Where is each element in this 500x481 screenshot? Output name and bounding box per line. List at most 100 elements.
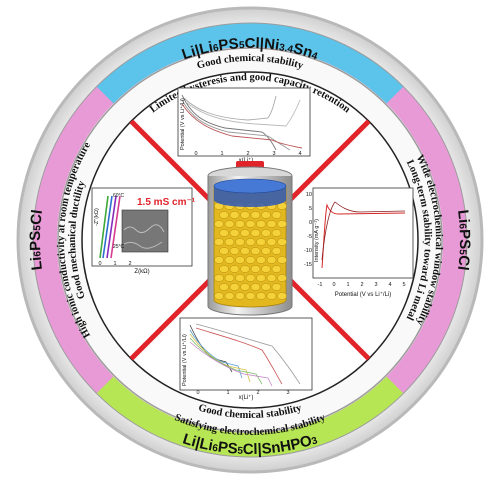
left-impedance-plot: 1.5 mS cm⁻¹ 60°C 25°C -Z''(kΩ) Z(kΩ) 0 1…: [92, 188, 196, 275]
grain: [240, 229, 249, 236]
grain: [277, 292, 286, 299]
grain: [219, 265, 228, 272]
grain: [240, 211, 249, 218]
grain: [219, 283, 228, 290]
grain: [230, 247, 239, 254]
svg-text:-5: -5: [307, 234, 312, 240]
grain: [219, 247, 228, 254]
svg-text:2: 2: [256, 390, 259, 396]
grain: [261, 265, 270, 272]
conductivity-value: 1.5 mS cm⁻¹: [137, 197, 196, 208]
grain: [214, 292, 223, 299]
grain: [246, 238, 255, 245]
grain: [261, 283, 270, 290]
svg-text:2: 2: [360, 282, 363, 288]
grain: [267, 274, 276, 281]
svg-text:2: 2: [246, 151, 249, 157]
bottom-voltage-plot: Potential (V vs Li⁺/Li) x(Li⁺) 0 1 2 3: [180, 318, 312, 401]
svg-text:0: 0: [309, 220, 312, 226]
grain: [256, 256, 265, 263]
grain: [219, 229, 228, 236]
svg-text:0: 0: [98, 261, 101, 267]
grain: [261, 247, 270, 254]
grain: [256, 220, 265, 227]
grain: [246, 274, 255, 281]
grain: [225, 274, 234, 281]
grain: [214, 220, 223, 227]
grain: [277, 256, 286, 263]
grain: [251, 229, 260, 236]
grain: [267, 220, 276, 227]
grain: [230, 283, 239, 290]
right-plot-ylabel: Intensity (mA g⁻¹): [314, 219, 320, 262]
grain: [214, 238, 223, 245]
svg-text:1: 1: [226, 390, 229, 396]
grain: [272, 247, 281, 254]
left-plot-ylabel: -Z''(kΩ): [94, 208, 100, 226]
svg-text:1: 1: [346, 282, 349, 288]
grain: [230, 229, 239, 236]
grain: [256, 292, 265, 299]
grain: [272, 229, 281, 236]
bottom-plot-xlabel: x(Li⁺): [239, 394, 254, 401]
sem-image: [122, 210, 168, 252]
grain: [240, 247, 249, 254]
grain: [235, 292, 244, 299]
grain: [272, 283, 281, 290]
temp-low: 25°C: [113, 244, 125, 250]
grain: [272, 211, 281, 218]
svg-text:5: 5: [402, 282, 405, 288]
svg-text:-1: -1: [318, 282, 323, 288]
grain: [240, 283, 249, 290]
grain: [251, 283, 260, 290]
grain: [277, 238, 286, 245]
right-plot-xlabel: Potential (V vs Li⁺/Li): [335, 291, 392, 298]
svg-text:0: 0: [194, 151, 197, 157]
svg-text:0: 0: [332, 282, 335, 288]
grain: [256, 238, 265, 245]
grain: [235, 256, 244, 263]
grain: [256, 274, 265, 281]
svg-text:3: 3: [272, 151, 275, 157]
grain: [225, 256, 234, 263]
grain: [225, 220, 234, 227]
grain: [267, 238, 276, 245]
grain: [246, 220, 255, 227]
grain: [251, 211, 260, 218]
grain: [219, 211, 228, 218]
svg-text:0: 0: [196, 390, 199, 396]
temp-high: 60°C: [113, 193, 125, 199]
grain: [225, 292, 234, 299]
left-plot-xlabel: Z(kΩ): [134, 269, 149, 275]
grain: [225, 238, 234, 245]
grain: [235, 220, 244, 227]
svg-text:3: 3: [374, 282, 377, 288]
grain: [261, 229, 270, 236]
grain: [240, 265, 249, 272]
grain: [235, 238, 244, 245]
top-plot-ylabel: Potential (V vs Li⁺/Li): [179, 98, 186, 150]
grain: [235, 274, 244, 281]
svg-text:1: 1: [220, 151, 223, 157]
grain: [267, 292, 276, 299]
grain: [277, 274, 286, 281]
grain: [230, 211, 239, 218]
grain: [261, 211, 270, 218]
svg-text:2: 2: [128, 261, 131, 267]
svg-text:-15: -15: [304, 262, 312, 268]
grain: [214, 256, 223, 263]
grain: [272, 265, 281, 272]
svg-text:4: 4: [298, 151, 301, 157]
grain: [267, 256, 276, 263]
grain: [251, 265, 260, 272]
grain: [246, 292, 255, 299]
svg-text:5: 5: [309, 206, 312, 212]
grain: [277, 220, 286, 227]
grain: [251, 247, 260, 254]
bottom-plot-ylabel: Potential (V vs Li⁺/Li): [181, 334, 188, 386]
svg-text:10: 10: [306, 192, 312, 198]
svg-text:-10: -10: [304, 248, 312, 254]
top-voltage-plot: Potential (V vs Li⁺/Li) x(Li⁺) 0 1 2 3 4: [178, 88, 310, 164]
battery-cell: [208, 161, 292, 315]
